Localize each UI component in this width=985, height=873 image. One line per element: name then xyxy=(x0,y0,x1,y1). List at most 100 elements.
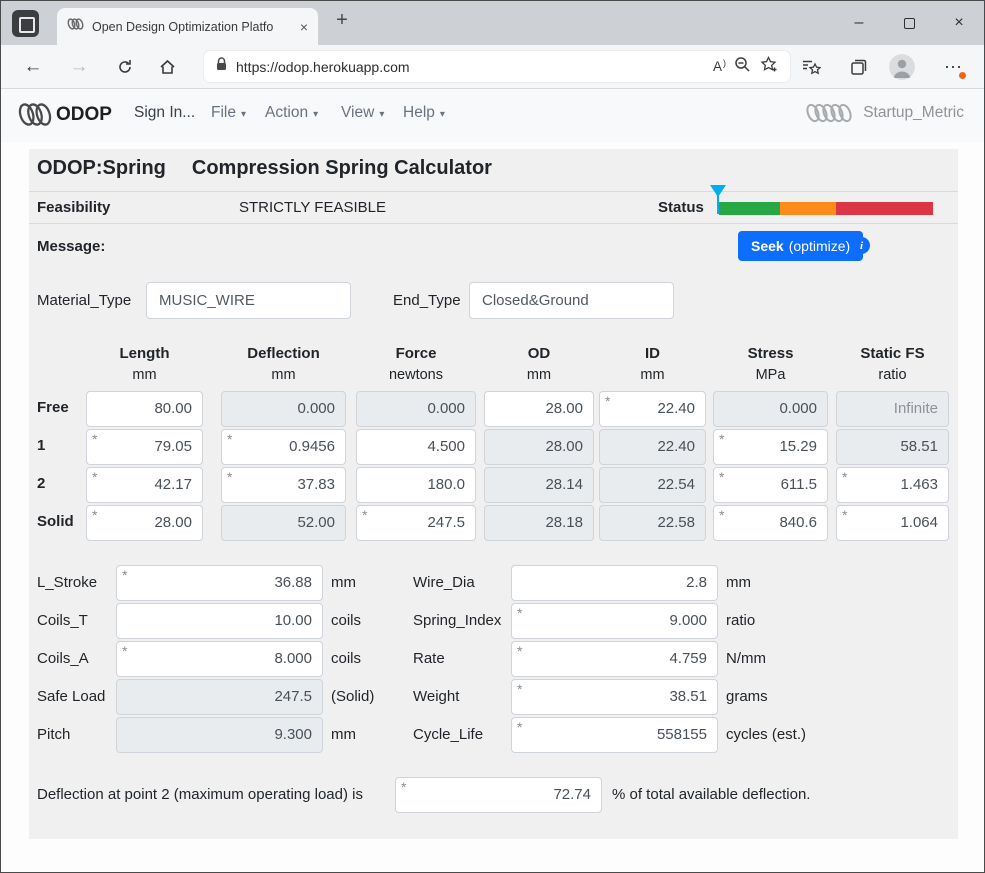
zoom-out-icon[interactable] xyxy=(734,56,751,78)
forward-button: → xyxy=(69,56,89,77)
menu-view[interactable]: View ▾ xyxy=(341,104,385,121)
cell-1-force[interactable]: 4.500 xyxy=(356,429,476,465)
calculator-panel: ODOP:Spring Compression Spring Calculato… xyxy=(29,149,958,839)
cell-1-length[interactable]: 79.05 xyxy=(86,429,203,465)
cell-free-staticfs: Infinite xyxy=(836,391,949,427)
chevron-down-icon: ▾ xyxy=(379,108,385,120)
deflection-percent-input[interactable]: 72.74 xyxy=(395,777,602,813)
cell-2-deflection[interactable]: 37.83 xyxy=(221,467,346,503)
url-text[interactable]: https://odop.herokuapp.com xyxy=(236,58,410,75)
rate-input[interactable]: 4.759 xyxy=(511,641,718,677)
l-stroke-input[interactable]: 36.88 xyxy=(116,565,323,601)
coils-a-unit: coils xyxy=(331,650,362,667)
cell-1-id: 22.40 xyxy=(599,429,706,465)
wire-dia-label: Wire_Dia xyxy=(413,574,475,591)
material-type-select[interactable]: MUSIC_WIRE xyxy=(146,282,351,319)
status-label: Status xyxy=(658,199,704,216)
status-segment-green xyxy=(719,202,780,215)
cell-1-od: 28.00 xyxy=(484,429,594,465)
browser-toolbar: ← → https://odop.herokuapp.com A xyxy=(1,45,984,89)
add-favorite-icon[interactable] xyxy=(760,55,778,78)
feasibility-label: Feasibility xyxy=(37,199,111,216)
spring-index-unit: ratio xyxy=(726,612,756,629)
pitch-input: 9.300 xyxy=(116,717,323,753)
weight-input[interactable]: 38.51 xyxy=(511,679,718,715)
refresh-button[interactable] xyxy=(107,45,143,89)
cell-2-stress[interactable]: 611.5 xyxy=(713,467,828,503)
menu-help[interactable]: Help ▾ xyxy=(403,104,445,121)
col-unit-length: mm xyxy=(132,367,157,383)
seek-button[interactable]: Seek (optimize) xyxy=(738,231,864,261)
cell-solid-stress[interactable]: 840.6 xyxy=(713,505,828,541)
pitch-unit: mm xyxy=(331,726,356,743)
wire-dia-unit: mm xyxy=(726,574,751,591)
col-header-id: ID xyxy=(645,345,660,362)
l-stroke-label: L_Stroke xyxy=(37,574,98,591)
cell-2-od: 28.14 xyxy=(484,467,594,503)
col-unit-stress: MPa xyxy=(755,367,786,383)
settings-menu-icon[interactable]: ⋯ xyxy=(931,45,975,89)
profile-avatar[interactable] xyxy=(889,54,915,80)
window-close-button[interactable]: × xyxy=(954,14,964,31)
spring-metric-icon xyxy=(806,103,852,123)
info-icon[interactable]: i xyxy=(853,237,870,254)
status-segment-orange xyxy=(780,202,836,215)
cell-2-staticfs[interactable]: 1.463 xyxy=(836,467,949,503)
tab-close-icon[interactable]: × xyxy=(299,18,308,35)
menu-action[interactable]: Action ▾ xyxy=(265,104,319,121)
cell-free-length[interactable]: 80.00 xyxy=(86,391,203,427)
lock-icon xyxy=(216,57,227,76)
safe-load-label: Safe Load xyxy=(37,688,106,705)
new-tab-button[interactable]: + xyxy=(336,9,348,31)
address-bar[interactable]: https://odop.herokuapp.com A xyxy=(203,50,791,83)
chevron-down-icon: ▾ xyxy=(313,108,319,120)
end-type-select[interactable]: Closed&Ground xyxy=(469,282,674,319)
collections-icon[interactable] xyxy=(839,45,879,89)
startup-metric: Startup_Metric xyxy=(805,102,964,124)
site-favicon-icon xyxy=(67,17,84,36)
tab-title: Open Design Optimization Platfo xyxy=(92,19,274,34)
cell-1-stress[interactable]: 15.29 xyxy=(713,429,828,465)
calculator-title: Compression Spring Calculator xyxy=(191,157,492,179)
window-minimize-button[interactable]: – xyxy=(854,14,864,31)
coils-t-unit: coils xyxy=(331,612,362,629)
notification-badge xyxy=(957,70,968,81)
cell-solid-staticfs[interactable]: 1.064 xyxy=(836,505,949,541)
cell-solid-od: 28.18 xyxy=(484,505,594,541)
wire-dia-input[interactable]: 2.8 xyxy=(511,565,718,601)
row-label-solid: Solid xyxy=(37,513,74,530)
back-button[interactable]: ← xyxy=(23,56,43,77)
chevron-down-icon: ▾ xyxy=(439,108,445,120)
favorites-icon[interactable] xyxy=(791,45,831,89)
tab-actions-icon[interactable] xyxy=(12,10,39,37)
cell-free-od[interactable]: 28.00 xyxy=(484,391,594,427)
coils-t-input[interactable]: 10.00 xyxy=(116,603,323,639)
cell-solid-force[interactable]: 247.5 xyxy=(356,505,476,541)
cell-solid-length[interactable]: 28.00 xyxy=(86,505,203,541)
home-button[interactable] xyxy=(149,45,185,89)
coils-a-input[interactable]: 8.000 xyxy=(116,641,323,677)
page-body: ODOP:Spring Compression Spring Calculato… xyxy=(1,142,984,872)
deflection-sentence-prefix: Deflection at point 2 (maximum operating… xyxy=(37,786,363,803)
window-maximize-button[interactable] xyxy=(886,1,932,45)
cell-free-id[interactable]: 22.40 xyxy=(599,391,706,427)
col-header-force: Force xyxy=(395,345,437,362)
row-label-2: 2 xyxy=(37,475,46,492)
weight-label: Weight xyxy=(413,688,460,705)
cell-1-deflection[interactable]: 0.9456 xyxy=(221,429,346,465)
odop-brand[interactable]: ODOP xyxy=(17,101,112,128)
cell-2-force[interactable]: 180.0 xyxy=(356,467,476,503)
read-aloud-icon[interactable]: A xyxy=(713,59,725,74)
sign-in-link[interactable]: Sign In... xyxy=(134,104,196,121)
cell-2-length[interactable]: 42.17 xyxy=(86,467,203,503)
weight-unit: grams xyxy=(726,688,768,705)
menu-file[interactable]: File ▾ xyxy=(211,104,247,121)
status-segment-red xyxy=(836,202,933,215)
browser-tab[interactable]: Open Design Optimization Platfo × xyxy=(57,8,318,45)
spring-index-input[interactable]: 9.000 xyxy=(511,603,718,639)
feasibility-band: Feasibility STRICTLY FEASIBLE Status xyxy=(29,185,958,224)
safe-load-unit: (Solid) xyxy=(331,688,375,705)
cycle-life-input[interactable]: 558155 xyxy=(511,717,718,753)
metric-label: Startup_Metric xyxy=(863,104,964,121)
cycle-life-unit: cycles (est.) xyxy=(726,726,807,743)
